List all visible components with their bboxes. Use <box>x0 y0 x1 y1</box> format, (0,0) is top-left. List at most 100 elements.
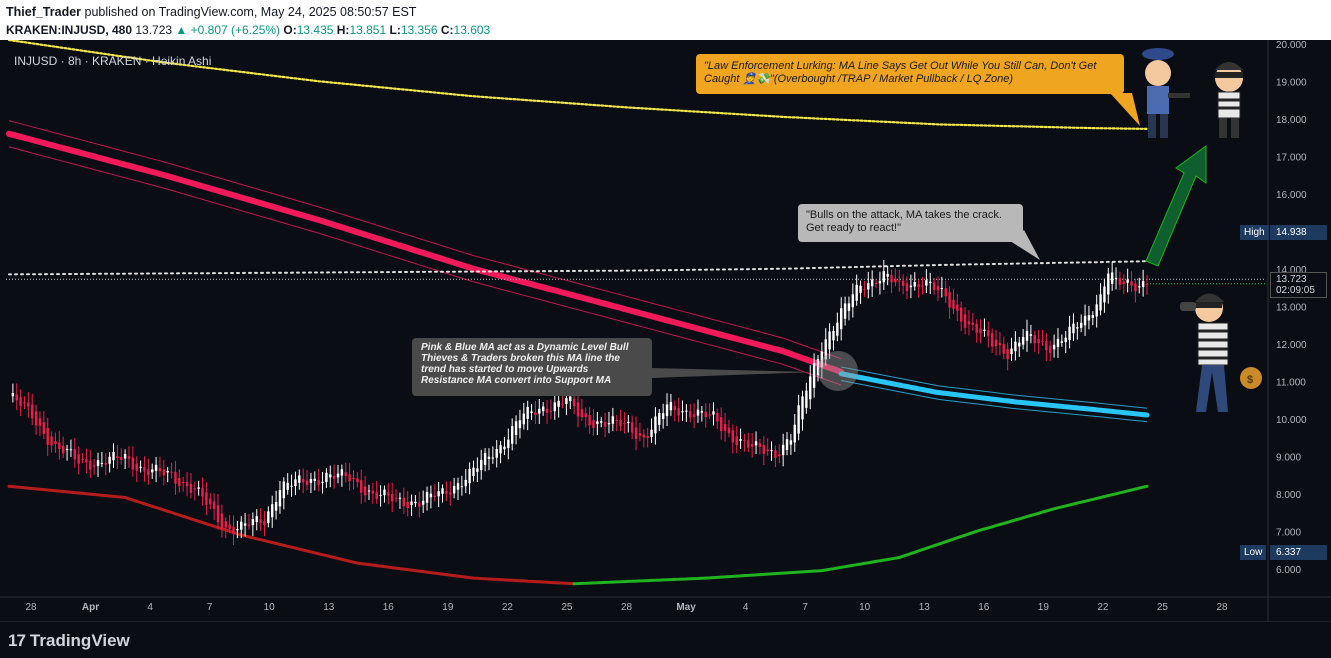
x-tick-label: 13 <box>919 602 931 613</box>
candle-down <box>580 409 584 418</box>
candle-up <box>499 445 502 454</box>
candle-down <box>445 491 448 494</box>
candle-up <box>658 412 661 425</box>
x-tick-label: 13 <box>323 602 335 613</box>
candle-down <box>576 402 580 417</box>
candle-down <box>901 280 905 286</box>
candle-down <box>1049 345 1052 353</box>
candle-up <box>812 362 816 388</box>
low-value: 13.356 <box>400 23 438 37</box>
police-leg <box>1148 114 1156 138</box>
candle-down <box>31 404 34 419</box>
price-chart[interactable]: $ 20.00019.00018.00017.00016.00015.00014… <box>0 40 1331 621</box>
candle-up <box>425 491 429 503</box>
candle-down <box>731 430 735 443</box>
money-bag-icon <box>1240 367 1262 389</box>
candle-down <box>979 328 982 334</box>
x-tick-label: 16 <box>978 602 990 613</box>
candle-down <box>92 465 96 467</box>
candle-down <box>990 333 994 347</box>
x-tick-label: 10 <box>859 602 871 613</box>
y-tick-label: 8.000 <box>1276 490 1301 501</box>
candle-up <box>538 408 541 414</box>
open-label: O: <box>283 23 297 37</box>
candle-up <box>472 467 475 477</box>
candle-up <box>929 281 932 283</box>
candle-up <box>700 410 704 413</box>
candle-up <box>611 416 615 424</box>
candle-down <box>170 471 173 473</box>
candle-down <box>720 417 723 432</box>
candle-up <box>491 457 495 459</box>
candle-down <box>917 284 920 287</box>
police-body <box>1147 86 1169 114</box>
candle-down <box>58 442 61 449</box>
x-tick-label: 19 <box>1038 602 1050 613</box>
candle-up <box>832 330 835 341</box>
y-tick-label: 10.000 <box>1276 415 1307 426</box>
money-bag-symbol: $ <box>1247 374 1253 386</box>
candle-up <box>313 478 316 481</box>
y-tick-label: 11.000 <box>1276 377 1306 388</box>
candle-up <box>696 409 700 416</box>
candle-down <box>975 323 978 333</box>
y-tick-label: 16.000 <box>1276 190 1307 201</box>
candle-up <box>925 280 928 286</box>
candle-down <box>263 521 266 526</box>
candle-up <box>96 460 100 467</box>
x-tick-label: 28 <box>25 602 37 613</box>
current-price-tag: 13.723 02:09:05 <box>1270 272 1327 298</box>
candle-up <box>1126 279 1129 283</box>
y-tick-label: 9.000 <box>1276 452 1301 463</box>
candle-up <box>476 468 479 472</box>
candle-up <box>112 452 115 461</box>
candle-down <box>387 492 390 496</box>
candle-down <box>317 479 320 485</box>
candle-down <box>638 433 642 436</box>
tradingview-logo[interactable]: 17 TradingView <box>8 631 130 651</box>
candle-up <box>553 402 556 412</box>
candle-up <box>503 446 506 450</box>
candle-up <box>1029 334 1033 336</box>
thief-leg <box>1219 118 1227 138</box>
candle-up <box>11 393 15 397</box>
candle-down <box>758 443 762 447</box>
candle-up <box>882 271 885 283</box>
binoculars-icon <box>1180 302 1196 311</box>
author-name[interactable]: Thief_Trader <box>6 5 82 19</box>
police-cap <box>1142 48 1174 60</box>
police-bubble-tail <box>1110 93 1140 126</box>
candle-down <box>220 513 224 529</box>
candle-down <box>778 454 781 457</box>
blue-moving-average <box>838 371 1150 418</box>
candle-up <box>278 490 282 507</box>
x-tick-label: 28 <box>621 602 633 613</box>
candle-up <box>243 523 247 526</box>
candle-down <box>766 449 769 452</box>
candle-up <box>340 469 344 476</box>
candle-down <box>116 456 119 458</box>
candle-up <box>154 464 158 471</box>
candle-down <box>592 420 595 428</box>
candle-up <box>785 439 789 450</box>
x-tick-label: 25 <box>561 602 573 613</box>
candle-down <box>642 434 646 438</box>
candle-up <box>526 406 529 419</box>
candle-up <box>909 285 913 288</box>
candle-up <box>483 452 487 466</box>
candle-down <box>23 401 26 404</box>
police-annotation: "Law Enforcement Lurking: MA Line Says G… <box>696 54 1124 94</box>
candle-up <box>797 405 800 434</box>
candle-down <box>143 466 146 472</box>
x-tick-label: 10 <box>264 602 276 613</box>
candle-up <box>290 485 293 487</box>
candle-down <box>716 412 719 422</box>
candle-up <box>789 440 793 445</box>
candle-up <box>294 479 297 487</box>
candle-down <box>348 474 351 482</box>
candle-down <box>963 314 967 328</box>
candle-up <box>69 449 73 451</box>
candle-down <box>905 283 909 292</box>
y-tick-label: 7.000 <box>1276 527 1301 538</box>
candle-up <box>627 421 630 424</box>
